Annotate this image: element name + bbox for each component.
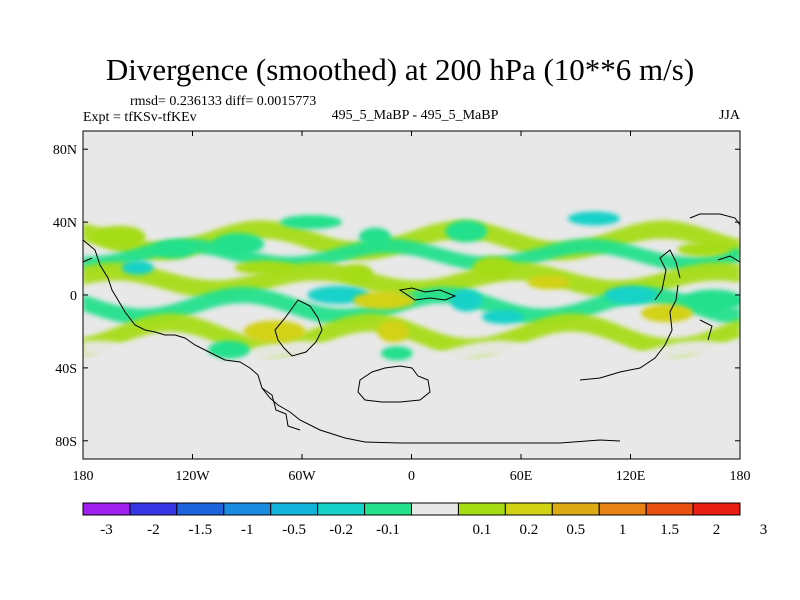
colorbar-label: -1.5 <box>188 522 212 538</box>
field-feature <box>93 225 146 248</box>
divergence-field <box>83 211 740 374</box>
x-tick-label: 180 <box>730 469 751 484</box>
colorbar: -3 -2 -1.5 -1 -0.5 -0.2 -0.1 0.1 0.2 0.5 1 1.5 2 3 <box>82 502 768 538</box>
field-feature <box>445 220 488 243</box>
coastline-africa <box>357 365 431 403</box>
field-feature <box>641 304 693 323</box>
coastline-pacific-islands <box>83 255 740 341</box>
field-feature <box>340 264 373 283</box>
colorbar-label: -3 <box>100 522 113 538</box>
colorbar-swatch <box>457 502 506 516</box>
colorbar-label: -1 <box>241 522 254 538</box>
coastline-europe <box>398 287 457 301</box>
field-feature <box>359 227 391 246</box>
colorbar-swatch <box>598 502 647 516</box>
field-feature <box>527 275 570 290</box>
field-feature <box>377 320 410 343</box>
colorbar-label: -2 <box>147 522 160 538</box>
x-tick-label: 0 <box>408 469 415 484</box>
colorbar-label: 2 <box>713 522 721 538</box>
coastline-asia-north <box>689 213 740 226</box>
colorbar-swatch <box>223 502 272 516</box>
coastline-antarctica <box>364 439 621 444</box>
field-feature <box>472 256 515 279</box>
coastline-asia-east <box>654 249 681 301</box>
coastline-australia <box>579 284 679 381</box>
y-tick-label: 40N <box>53 216 77 231</box>
field-feature <box>280 215 343 230</box>
season-label: JJA <box>718 108 740 123</box>
colorbar-swatch <box>551 502 600 516</box>
field-band <box>83 340 740 374</box>
colorbar-label: 1.5 <box>660 522 679 538</box>
x-tick-label: 120E <box>616 469 646 484</box>
colorbar-swatch <box>317 502 366 516</box>
colorbar-swatch <box>411 502 459 516</box>
x-axis: 180 120W 60W 0 60E 120E 180 <box>73 131 751 484</box>
field-feature <box>677 242 730 257</box>
field-feature <box>153 240 196 259</box>
field-feature <box>681 289 740 312</box>
colorbar-label: -0.2 <box>329 522 353 538</box>
field-feature <box>604 286 657 304</box>
coastline <box>83 213 740 444</box>
colorbar-swatch <box>129 502 178 516</box>
field-feature <box>212 232 265 255</box>
colorbar-swatch <box>364 502 413 516</box>
colorbar-swatch <box>270 502 319 516</box>
x-tick-label: 60W <box>288 469 316 484</box>
y-tick-label: 80S <box>55 435 77 450</box>
y-tick-label: 80N <box>53 143 77 158</box>
y-tick-label: 40S <box>55 362 77 377</box>
plot-area: 180 120W 60W 0 60E 120E 180 80N 40N 0 40S 80S <box>53 130 751 484</box>
colorbar-swatch <box>645 502 694 516</box>
colorbar-label: 0.1 <box>473 522 492 538</box>
coastline-south-america <box>274 299 323 357</box>
colorbar-swatch <box>504 502 553 516</box>
colorbar-label: 0.2 <box>519 522 538 538</box>
x-tick-label: 180 <box>73 469 94 484</box>
field-feature <box>481 309 524 324</box>
colorbar-label: -0.5 <box>282 522 306 538</box>
colorbar-label: 0.5 <box>566 522 585 538</box>
colorbar-swatch <box>176 502 225 516</box>
colorbar-label: 1 <box>619 522 627 538</box>
colorbar-swatch <box>692 502 741 516</box>
field-feature <box>353 291 416 310</box>
stats-label: rmsd= 0.236133 diff= 0.0015773 <box>130 94 317 109</box>
colorbar-label: -0.1 <box>376 522 400 538</box>
y-axis: 80N 40N 0 40S 80S <box>53 143 740 450</box>
field-feature <box>243 320 306 343</box>
coastline-south-atlantic <box>261 387 301 431</box>
y-tick-label: 0 <box>70 289 77 304</box>
experiment-label: Expt = tfKSv-tfKEv <box>83 110 197 125</box>
x-tick-label: 120W <box>175 469 210 484</box>
field-feature <box>234 260 297 275</box>
field-feature <box>380 346 413 361</box>
field-feature <box>121 260 154 275</box>
cases-label: 495_5_MaBP - 495_5_MaBP <box>331 108 499 123</box>
x-tick-label: 60E <box>510 469 533 484</box>
field-feature <box>208 340 250 359</box>
field-feature <box>568 211 620 226</box>
colorbar-label: 3 <box>760 522 768 538</box>
coastline-americas <box>83 239 366 443</box>
field-feature <box>450 289 483 312</box>
chart-title: Divergence (smoothed) at 200 hPa (10**6 … <box>105 52 695 87</box>
colorbar-swatch <box>82 502 131 516</box>
